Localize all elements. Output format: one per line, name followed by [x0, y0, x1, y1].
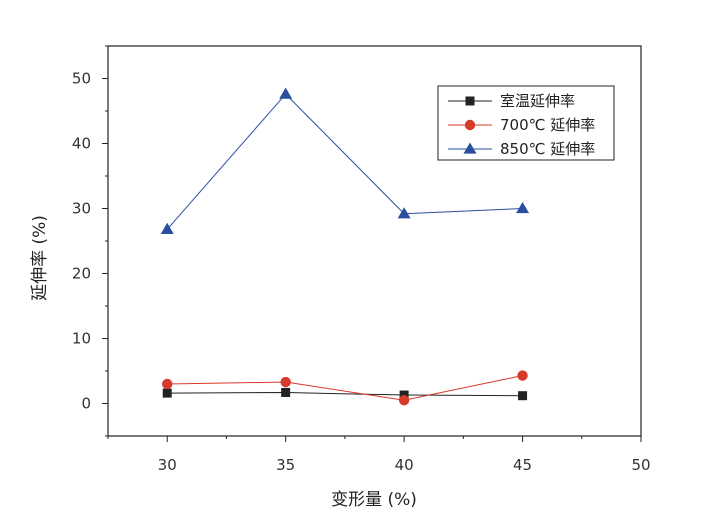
data-point: [162, 378, 173, 390]
series-1: [162, 387, 528, 401]
legend-marker: [465, 96, 475, 106]
y-tick-label: 10: [72, 330, 91, 348]
data-point: [280, 376, 291, 388]
legend-item: 850℃ 延伸率: [448, 140, 595, 158]
x-axis-title: 变形量 (%): [331, 490, 417, 510]
x-tick-label: 40: [395, 456, 414, 474]
y-axis-title: 延伸率 (%): [30, 215, 50, 301]
x-tick-label: 35: [276, 456, 295, 474]
data-point: [399, 390, 409, 400]
series-2: [162, 370, 528, 406]
data-point: [162, 388, 172, 398]
data-point: [279, 87, 293, 99]
series-line: [167, 391, 523, 397]
x-tick-label: 50: [631, 456, 650, 474]
series-layer: [160, 87, 530, 406]
series-line: [166, 93, 523, 230]
legend-label: 700℃ 延伸率: [500, 116, 595, 134]
series-line: [167, 375, 523, 401]
data-point: [517, 370, 528, 381]
legend-item: 室温延伸率: [448, 92, 575, 110]
legend-marker: [463, 142, 477, 154]
data-point: [398, 395, 410, 406]
legend-label: 850℃ 延伸率: [500, 140, 595, 158]
legend-item: 700℃ 延伸率: [448, 116, 595, 134]
x-tick-label: 45: [513, 456, 532, 474]
y-tick-label: 20: [72, 265, 91, 283]
y-tick-label: 30: [72, 200, 91, 218]
data-point: [518, 391, 528, 401]
data-point: [516, 202, 530, 214]
y-tick-label: 40: [72, 135, 91, 153]
x-tick-label: 30: [158, 456, 177, 474]
series-3: [160, 87, 530, 234]
data-point: [397, 207, 411, 219]
y-axis-ticks: 0 10 20 30 40 50: [72, 45, 108, 437]
y-tick-label: 50: [72, 70, 91, 88]
data-point: [281, 387, 291, 397]
legend-label: 室温延伸率: [500, 92, 575, 110]
y-tick-label: 0: [81, 395, 91, 413]
legend-items: 室温延伸率 700℃ 延伸率 850℃ 延伸率: [448, 92, 595, 158]
x-axis-ticks: 30 35 40 45 50: [107, 436, 651, 474]
legend: 室温延伸率 700℃ 延伸率 850℃ 延伸率: [437, 85, 615, 161]
data-point: [160, 222, 174, 234]
legend-marker: [464, 119, 476, 131]
